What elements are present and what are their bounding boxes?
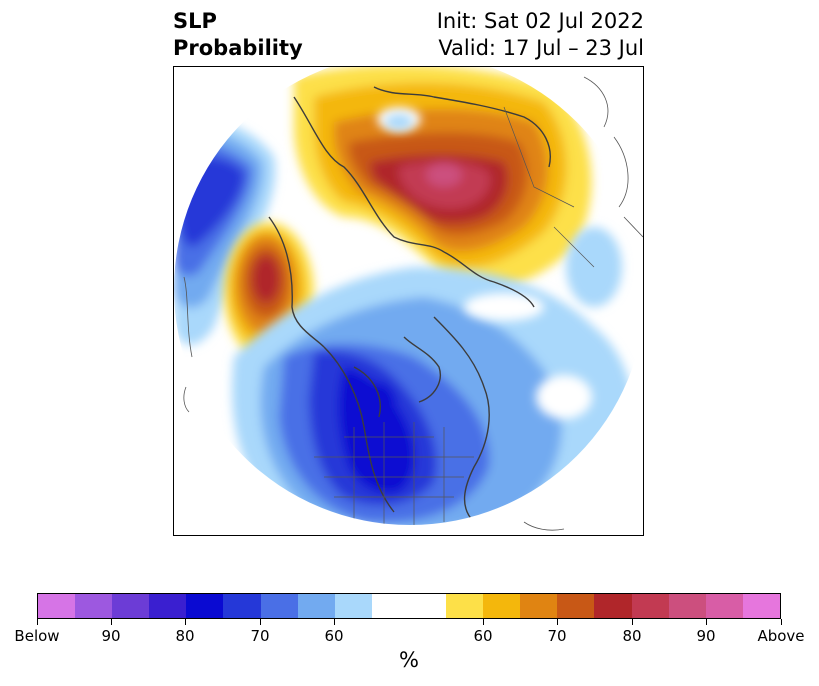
colorbar-segment [149,594,187,618]
colorbar-tick-label: 90 [101,627,121,645]
colorbar-segment [334,594,372,618]
colorbar-segment [112,594,150,618]
colorbar-segment [742,594,780,618]
colorbar-segment [520,594,558,618]
colorbar-tick [185,619,186,625]
colorbar-tick-label: 90 [696,627,716,645]
colorbar-segment [38,594,76,618]
colorbar-tick-label: 60 [473,627,493,645]
colorbar-segment [668,594,706,618]
colorbar-tick [334,619,335,625]
colorbar-tick-label: Below [14,627,60,645]
colorbar-tick [260,619,261,625]
colorbar-tick-label: 80 [622,627,642,645]
product-title: Probability [173,36,303,60]
probability-map [174,67,643,535]
colorbar-tick [37,619,38,625]
colorbar-segment [557,594,595,618]
colorbar-tick [632,619,633,625]
colorbar-tick-label: 80 [175,627,195,645]
colorbar-segment [75,594,113,618]
colorbar-segment [631,594,669,618]
colorbar-segment [371,594,409,618]
colorbar-segment [594,594,632,618]
colorbar-tick [557,619,558,625]
colorbar-segment [408,594,447,618]
colorbar-segment [223,594,261,618]
colorbar [37,593,781,619]
colorbar-tick-label: 70 [250,627,270,645]
valid-range: Valid: 17 Jul – 23 Jul [438,36,644,60]
colorbar-segment [260,594,298,618]
variable-title: SLP [173,9,217,33]
colorbar-tick [706,619,707,625]
init-date: Init: Sat 02 Jul 2022 [436,9,644,33]
colorbar-tick-label: 60 [324,627,344,645]
colorbar-segment [186,594,224,618]
colorbar-tick [111,619,112,625]
colorbar-segment [705,594,743,618]
colorbar-segment [297,594,335,618]
colorbar-tick [483,619,484,625]
colorbar-tick-label: 70 [547,627,567,645]
colorbar-tick [781,619,782,625]
map-panel [173,66,644,536]
title-right: Init: Sat 02 Jul 2022 Valid: 17 Jul – 23… [437,8,644,62]
colorbar-segment [483,594,521,618]
title-left: SLP Probability [173,8,303,62]
colorbar-segment [446,594,484,618]
colorbar-tick-label: Above [757,627,805,645]
colorbar-unit: % [399,648,419,672]
